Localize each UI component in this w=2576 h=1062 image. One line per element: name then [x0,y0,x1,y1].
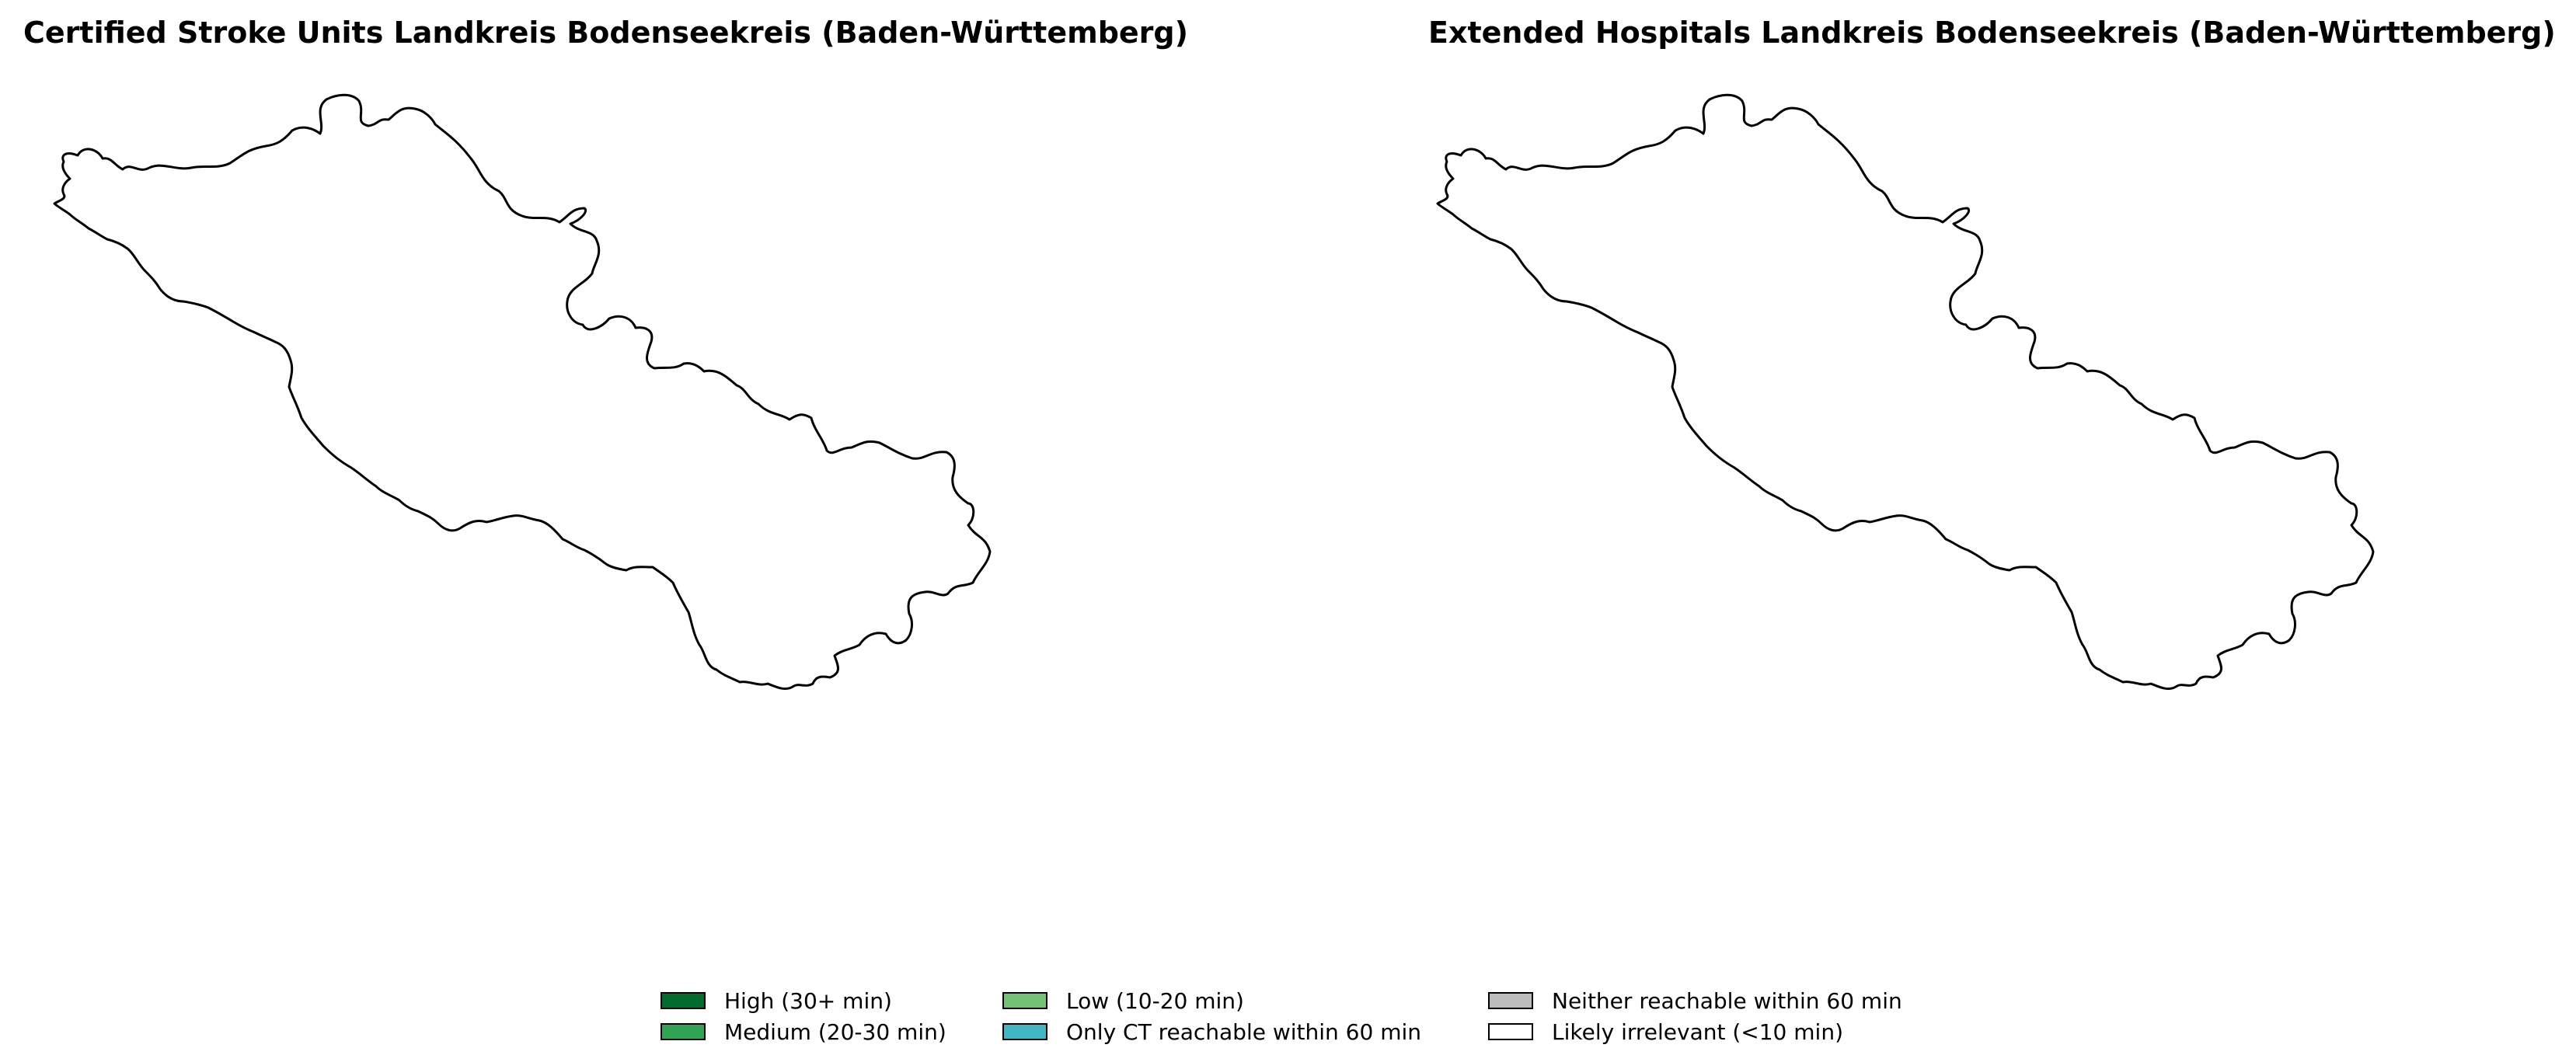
legend-swatch [1488,1023,1533,1040]
legend-item-irrelevant: Likely irrelevant (<10 min) [1488,1018,1843,1046]
right-map-title: Extended Hospitals Landkreis Bodenseekre… [1428,16,2556,50]
bodenseekreis-outline [53,93,992,690]
legend-item-medium: Medium (20-30 min) [661,1018,946,1046]
legend-item-low: Low (10-20 min) [1002,987,1244,1015]
legend-swatch [1002,1023,1047,1040]
right-map-svg [1436,93,2375,690]
left-map-svg [53,93,992,690]
legend-swatch [1002,992,1047,1009]
legend-item-neither: Neither reachable within 60 min [1488,987,1902,1015]
legend-label: Neither reachable within 60 min [1552,987,1902,1014]
left-map-panel [47,78,1150,823]
left-map-title: Certified Stroke Units Landkreis Bodense… [23,16,1188,50]
legend-label: Likely irrelevant (<10 min) [1552,1018,1843,1045]
legend-label: High (30+ min) [724,987,892,1014]
legend-label: Medium (20-30 min) [724,1018,946,1045]
legend-swatch [661,992,706,1009]
legend-label: Only CT reachable within 60 min [1066,1018,1422,1045]
legend-item-only-ct: Only CT reachable within 60 min [1002,1018,1421,1046]
right-map-panel [1430,78,2533,823]
legend-label: Low (10-20 min) [1066,987,1244,1014]
legend-swatch [1488,992,1533,1009]
legend-swatch [661,1023,706,1040]
legend: High (30+ min) Medium (20-30 min) Low (1… [661,987,1943,1049]
bodenseekreis-outline [1436,93,2375,690]
legend-item-high: High (30+ min) [661,987,892,1015]
